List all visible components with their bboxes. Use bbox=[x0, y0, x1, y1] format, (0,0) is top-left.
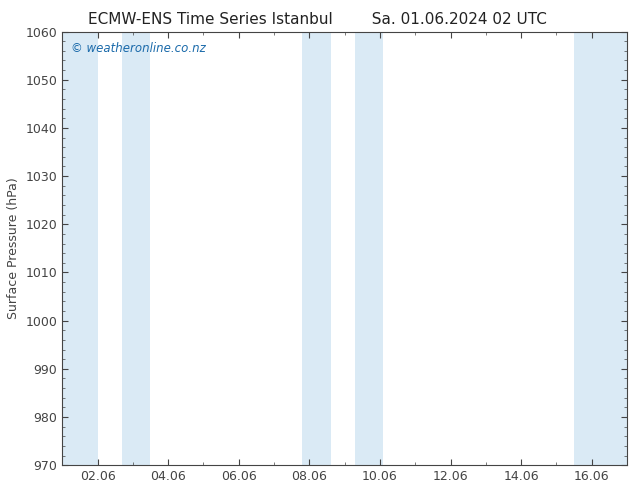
Y-axis label: Surface Pressure (hPa): Surface Pressure (hPa) bbox=[7, 177, 20, 319]
Bar bbox=[574, 31, 627, 465]
Bar bbox=[302, 31, 330, 465]
Text: © weatheronline.co.nz: © weatheronline.co.nz bbox=[71, 43, 205, 55]
Bar bbox=[355, 31, 384, 465]
Bar bbox=[62, 31, 98, 465]
Text: ECMW-ENS Time Series Istanbul        Sa. 01.06.2024 02 UTC: ECMW-ENS Time Series Istanbul Sa. 01.06.… bbox=[87, 12, 547, 27]
Bar bbox=[122, 31, 150, 465]
